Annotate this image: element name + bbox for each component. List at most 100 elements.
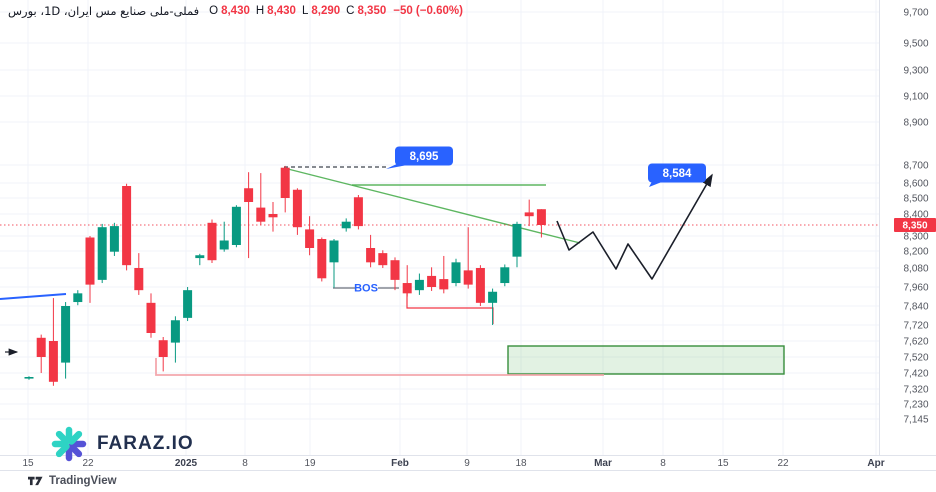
candle[interactable] bbox=[341, 218, 351, 232]
candle[interactable] bbox=[134, 253, 144, 295]
price-callout[interactable]: 8,695 bbox=[386, 146, 453, 170]
price-tick-label: 8,300 bbox=[903, 232, 928, 243]
candle[interactable] bbox=[195, 253, 205, 266]
price-tick-label: 9,700 bbox=[903, 8, 928, 19]
svg-text:8,350: 8,350 bbox=[902, 221, 927, 232]
time-axis[interactable]: 15 22 2025 8 19 Feb 9 18 Mar 8 15 22 Apr bbox=[22, 458, 884, 469]
candle[interactable] bbox=[24, 376, 34, 380]
time-tick-label: 19 bbox=[304, 458, 316, 469]
candle[interactable] bbox=[378, 250, 388, 268]
time-tick-label: 2025 bbox=[175, 458, 198, 469]
price-tick-label: 8,080 bbox=[903, 264, 928, 275]
price-axis[interactable]: 9,700 9,500 9,300 9,100 8,900 8,700 8,600 8,500… bbox=[894, 8, 936, 426]
projection-zigzag-arrow[interactable] bbox=[556, 173, 713, 280]
pink-support-line[interactable] bbox=[155, 358, 604, 376]
demand-zone-rectangle[interactable] bbox=[507, 345, 785, 375]
open-value: 8,430 bbox=[221, 5, 250, 17]
candle[interactable] bbox=[219, 221, 229, 252]
candle[interactable] bbox=[280, 165, 290, 213]
price-tick-label: 8,500 bbox=[903, 194, 928, 205]
low-label: L bbox=[301, 5, 309, 17]
candle[interactable] bbox=[536, 209, 546, 238]
price-tick-label: 8,600 bbox=[903, 179, 928, 190]
time-tick-label: Mar bbox=[594, 458, 612, 469]
candle[interactable] bbox=[231, 205, 241, 248]
symbol-name[interactable]: فملی-ملی صنایع مس ایران، 1D، بورس bbox=[8, 4, 200, 18]
candle[interactable] bbox=[366, 234, 376, 268]
candles[interactable] bbox=[24, 165, 546, 386]
price-tick-label: 7,520 bbox=[903, 353, 928, 364]
bos-label[interactable]: BOS bbox=[354, 283, 378, 295]
time-tick-label: 8 bbox=[242, 458, 248, 469]
candle[interactable] bbox=[85, 236, 95, 303]
price-tick-label: 8,700 bbox=[903, 161, 928, 172]
candle[interactable] bbox=[439, 255, 449, 294]
candle[interactable] bbox=[305, 216, 315, 256]
candle[interactable] bbox=[36, 334, 46, 373]
time-tick-label: 22 bbox=[82, 458, 94, 469]
tradingview-logo-icon[interactable] bbox=[28, 476, 43, 486]
candle[interactable] bbox=[256, 173, 266, 225]
candle[interactable] bbox=[329, 239, 339, 288]
candle[interactable] bbox=[146, 293, 156, 338]
candle[interactable] bbox=[451, 258, 461, 287]
price-tick-label: 8,900 bbox=[903, 118, 928, 129]
candle[interactable] bbox=[488, 288, 498, 325]
candle[interactable] bbox=[97, 223, 107, 284]
time-tick-label: 8 bbox=[660, 458, 666, 469]
price-tick-label: 9,500 bbox=[903, 39, 928, 50]
price-tick-label: 7,840 bbox=[903, 302, 928, 313]
candle[interactable] bbox=[402, 265, 412, 297]
time-tick-label: Feb bbox=[391, 458, 409, 469]
high-label: H bbox=[255, 5, 265, 17]
candle[interactable] bbox=[512, 221, 522, 268]
candle[interactable] bbox=[390, 257, 400, 291]
candle[interactable] bbox=[61, 302, 71, 379]
candle[interactable] bbox=[475, 265, 485, 306]
candle[interactable] bbox=[183, 287, 193, 322]
candle[interactable] bbox=[158, 337, 168, 372]
blue-trend-segment[interactable] bbox=[0, 293, 67, 300]
candle[interactable] bbox=[268, 202, 278, 232]
symbol-legend[interactable]: فملی-ملی صنایع مس ایران، 1D، بورس O 8,43… bbox=[8, 3, 463, 19]
candle[interactable] bbox=[317, 237, 327, 282]
candle[interactable] bbox=[500, 264, 510, 287]
candle[interactable] bbox=[244, 172, 254, 259]
price-tick-label: 7,145 bbox=[903, 415, 928, 426]
tradingview-label[interactable]: TradingView bbox=[49, 475, 117, 487]
price-tick-label: 7,620 bbox=[903, 337, 928, 348]
time-tick-label: 15 bbox=[717, 458, 729, 469]
candle[interactable] bbox=[170, 316, 180, 363]
tradingview-footer: TradingView bbox=[0, 470, 936, 491]
price-callout[interactable]: 8,584 bbox=[648, 163, 706, 188]
watermark-text: FARAZ.IO bbox=[97, 433, 194, 454]
faraz-asterisk-icon bbox=[51, 426, 87, 462]
candle[interactable] bbox=[109, 222, 119, 256]
green-trendline[interactable] bbox=[283, 167, 581, 244]
high-value: 8,430 bbox=[267, 5, 296, 17]
candle[interactable] bbox=[353, 195, 363, 230]
price-tick-label: 9,300 bbox=[903, 66, 928, 77]
candle[interactable] bbox=[414, 273, 424, 295]
price-tick-label: 8,400 bbox=[903, 210, 928, 221]
gridlines bbox=[0, 0, 879, 455]
price-tick-label: 8,200 bbox=[903, 247, 928, 258]
candle[interactable] bbox=[122, 183, 132, 271]
price-tick-label: 7,960 bbox=[903, 283, 928, 294]
candle[interactable] bbox=[427, 267, 437, 291]
candle[interactable] bbox=[463, 227, 473, 289]
change-value: −50 (−0.60%) bbox=[393, 5, 463, 17]
candle[interactable] bbox=[48, 298, 58, 386]
price-chart-canvas[interactable]: BOS 8,695 8,584 9,700 9,500 9,300 9,100 8,900 8,… bbox=[0, 0, 936, 470]
current-price-tag: 8,350 bbox=[894, 218, 936, 232]
price-tick-label: 7,230 bbox=[903, 400, 928, 411]
open-label: O bbox=[209, 5, 219, 17]
candle[interactable] bbox=[207, 219, 217, 264]
candle[interactable] bbox=[292, 188, 302, 235]
candle[interactable] bbox=[73, 290, 83, 306]
candle[interactable] bbox=[524, 199, 534, 227]
callout-price-label: 8,695 bbox=[410, 151, 439, 163]
faraz-watermark: FARAZ.IO bbox=[50, 423, 194, 465]
low-value: 8,290 bbox=[311, 5, 341, 17]
